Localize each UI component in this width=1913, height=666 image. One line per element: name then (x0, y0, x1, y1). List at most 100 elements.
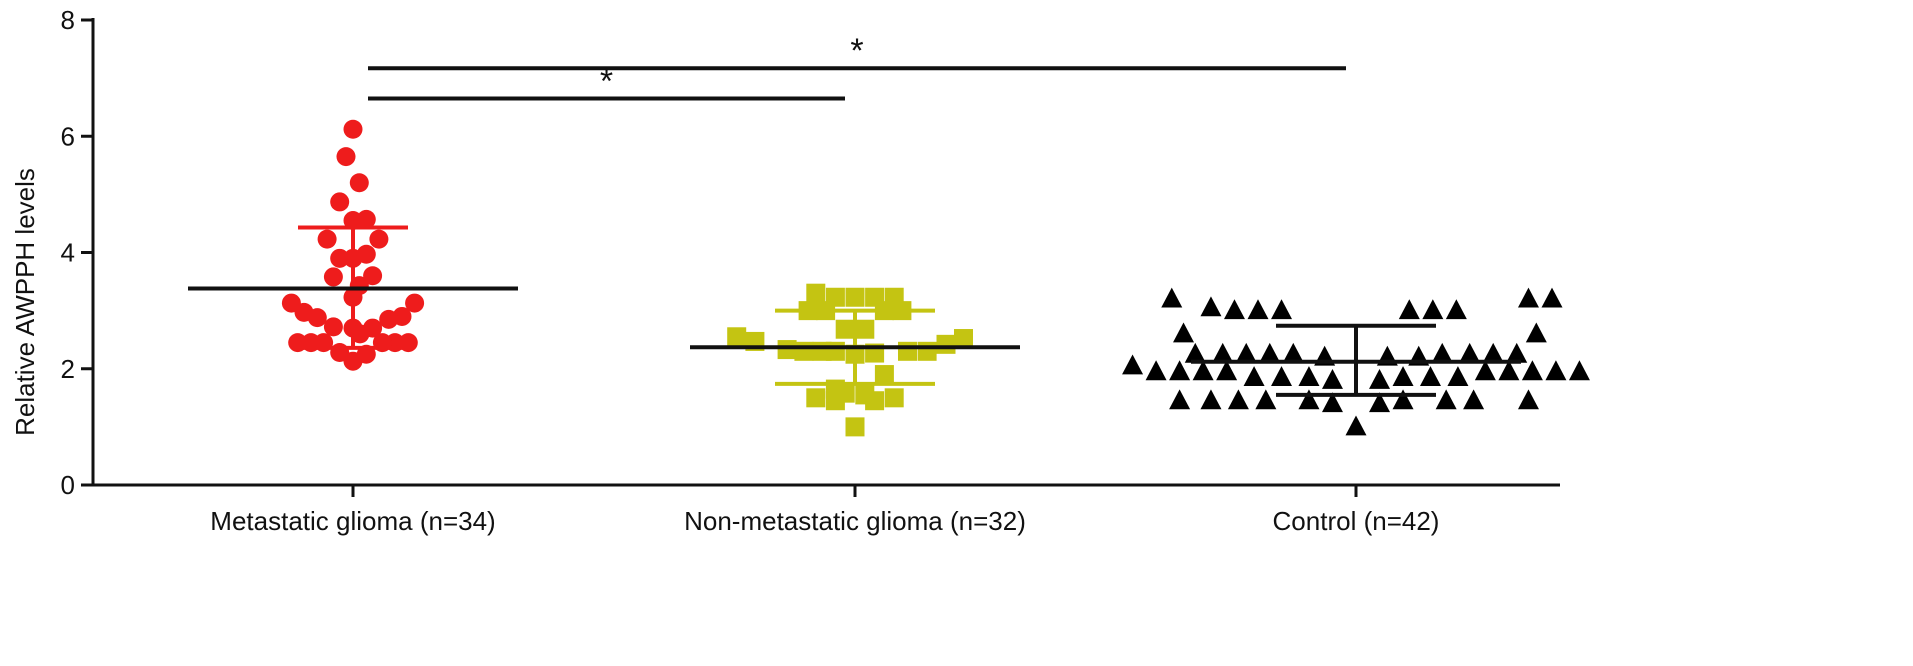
data-point-triangle (1184, 342, 1206, 363)
data-point-circle (356, 244, 376, 264)
data-point-square (825, 341, 845, 361)
data-point-circle (405, 293, 425, 313)
significance-star: * (850, 32, 863, 70)
data-point-triangle (1145, 360, 1167, 381)
data-point-triangle (1161, 287, 1183, 308)
data-point-triangle (1298, 389, 1320, 410)
y-tick-label: 2 (61, 354, 75, 384)
data-point-triangle (1169, 389, 1191, 410)
data-point-triangle (1498, 360, 1520, 381)
data-point-circle (379, 309, 399, 329)
axes: 0 2 4 6 8 Metastatic glioma (n=34) Non-metasta… (61, 5, 1560, 536)
data-point-triangle (1192, 360, 1214, 381)
data-point-square (806, 388, 826, 408)
data-point-square (874, 365, 894, 385)
data-point-triangle (1398, 299, 1420, 320)
data-point-square (855, 319, 875, 339)
data-point-triangle (1392, 389, 1414, 410)
data-point-square (954, 329, 973, 349)
data-point-triangle (1223, 299, 1245, 320)
data-point-triangle (1541, 287, 1563, 308)
data-point-triangle (1212, 342, 1234, 363)
data-point-square (917, 341, 937, 361)
data-point-triangle (1173, 322, 1195, 343)
x-tick-label: Control (n=42) (1273, 506, 1440, 536)
data-point-circle (307, 308, 327, 328)
data-point-circle (369, 229, 389, 249)
data-point-square (845, 287, 865, 307)
data-point-square (777, 340, 797, 360)
data-point-circle (336, 147, 356, 167)
data-point-triangle (1235, 342, 1257, 363)
data-point-triangle (1282, 342, 1304, 363)
data-point-circle (317, 229, 337, 249)
data-point-triangle (1369, 368, 1391, 389)
data-point-triangle (1200, 296, 1222, 317)
data-point-triangle (1435, 389, 1457, 410)
data-point-triangle (1431, 342, 1453, 363)
data-point-square (845, 417, 865, 437)
data-point-triangle (1474, 360, 1496, 381)
data-point-triangle (1247, 299, 1269, 320)
y-tick-label: 0 (61, 470, 75, 500)
data-point-triangle (1227, 389, 1249, 410)
data-point-triangle (1419, 366, 1441, 387)
data-point-square (727, 327, 747, 347)
data-point-triangle (1200, 389, 1222, 410)
data-point-triangle (1345, 415, 1367, 436)
data-point-circle (330, 248, 350, 268)
data-point-square (825, 391, 845, 411)
data-point-triangle (1422, 299, 1444, 320)
x-tick-label: Non-metastatic glioma (n=32) (684, 506, 1026, 536)
data-point-triangle (1321, 392, 1343, 413)
data-point-triangle (1463, 389, 1485, 410)
data-point-triangle (1169, 360, 1191, 381)
y-tick-label: 8 (61, 5, 75, 35)
data-point-circle (323, 317, 343, 337)
y-tick-label: 6 (61, 121, 75, 151)
data-point-square (835, 319, 855, 339)
data-point-triangle (1298, 366, 1320, 387)
mean-sd-bars (188, 225, 1521, 397)
data-point-circle (350, 324, 370, 344)
data-point-circle (356, 209, 376, 229)
data-point-circle (349, 173, 369, 193)
data-point-triangle (1255, 389, 1277, 410)
data-point-square (936, 334, 956, 354)
data-point-triangle (1271, 366, 1293, 387)
data-point-square (865, 391, 885, 411)
data-point-triangle (1447, 366, 1469, 387)
x-tick-label: Metastatic glioma (n=34) (210, 506, 495, 536)
data-point-triangle (1545, 360, 1567, 381)
y-axis-title: Relative AWPPH levels (10, 168, 40, 436)
data-point-triangle (1271, 299, 1293, 320)
data-point-triangle (1521, 360, 1543, 381)
data-point-circle (343, 119, 363, 139)
data-point-triangle (1216, 360, 1238, 381)
data-point-triangle (1517, 389, 1539, 410)
data-point-triangle (1369, 392, 1391, 413)
data-point-square (884, 388, 904, 408)
data-points (281, 119, 1590, 437)
data-point-triangle (1568, 360, 1590, 381)
data-point-triangle (1392, 366, 1414, 387)
data-point-triangle (1259, 342, 1281, 363)
y-tick-label: 4 (61, 238, 75, 268)
data-point-triangle (1445, 299, 1467, 320)
significance-star: * (600, 62, 613, 100)
data-point-triangle (1243, 366, 1265, 387)
data-point-triangle (1506, 342, 1528, 363)
data-point-triangle (1525, 322, 1547, 343)
data-point-square (898, 341, 917, 361)
data-point-triangle (1517, 287, 1539, 308)
data-point-circle (363, 266, 383, 286)
data-point-circle (343, 351, 363, 371)
significance-annotations: ** (368, 32, 1346, 101)
data-point-triangle (1459, 342, 1481, 363)
data-point-square (794, 341, 814, 361)
data-point-square (806, 283, 826, 303)
data-point-triangle (1321, 368, 1343, 389)
data-point-triangle (1122, 354, 1144, 375)
